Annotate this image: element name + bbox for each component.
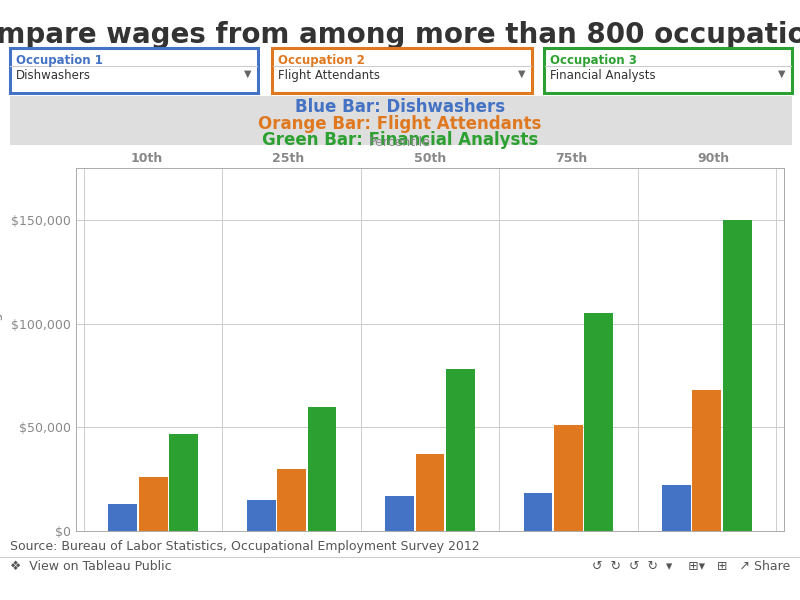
Text: Orange Bar: Flight Attendants: Orange Bar: Flight Attendants	[258, 115, 542, 133]
Text: ↺  ↻  ↺  ↻  ▾    ⊞▾   ⊞   ↗ Share: ↺ ↻ ↺ ↻ ▾ ⊞▾ ⊞ ↗ Share	[592, 560, 790, 573]
Text: ❖  View on Tableau Public: ❖ View on Tableau Public	[10, 560, 171, 573]
Bar	[108, 504, 137, 531]
Bar	[523, 493, 553, 531]
Bar	[446, 369, 475, 531]
Bar	[554, 425, 583, 531]
Text: ▼: ▼	[778, 69, 786, 79]
Bar	[169, 434, 198, 531]
Bar	[415, 454, 445, 531]
Bar	[723, 220, 752, 531]
Y-axis label: Annual Wage: Annual Wage	[0, 304, 3, 395]
Text: Percentile: Percentile	[369, 136, 431, 149]
Text: Occupation 3: Occupation 3	[550, 54, 638, 67]
Text: Compare wages from among more than 800 occupations: Compare wages from among more than 800 o…	[0, 21, 800, 49]
Text: Dishwashers: Dishwashers	[16, 69, 91, 82]
Bar	[246, 500, 275, 531]
Text: Occupation 2: Occupation 2	[278, 54, 366, 67]
Bar	[693, 390, 722, 531]
Text: Green Bar: Financial Analysts: Green Bar: Financial Analysts	[262, 131, 538, 149]
Text: ▼: ▼	[518, 69, 526, 79]
Text: Source: Bureau of Labor Statistics, Occupational Employment Survey 2012: Source: Bureau of Labor Statistics, Occu…	[10, 540, 479, 553]
Bar	[662, 485, 691, 531]
Text: Flight Attendants: Flight Attendants	[278, 69, 381, 82]
Text: Blue Bar: Dishwashers: Blue Bar: Dishwashers	[295, 98, 505, 116]
Bar	[138, 477, 167, 531]
Text: Financial Analysts: Financial Analysts	[550, 69, 656, 82]
Bar	[385, 496, 414, 531]
Text: ▼: ▼	[244, 69, 251, 79]
Text: 50th: 50th	[414, 152, 446, 165]
Bar	[277, 469, 306, 531]
Text: 10th: 10th	[130, 152, 163, 165]
Bar	[585, 313, 614, 531]
Bar	[307, 407, 337, 531]
Text: 90th: 90th	[697, 152, 730, 165]
Text: Occupation 1: Occupation 1	[16, 54, 103, 67]
Text: 75th: 75th	[555, 152, 588, 165]
Text: 25th: 25th	[272, 152, 305, 165]
